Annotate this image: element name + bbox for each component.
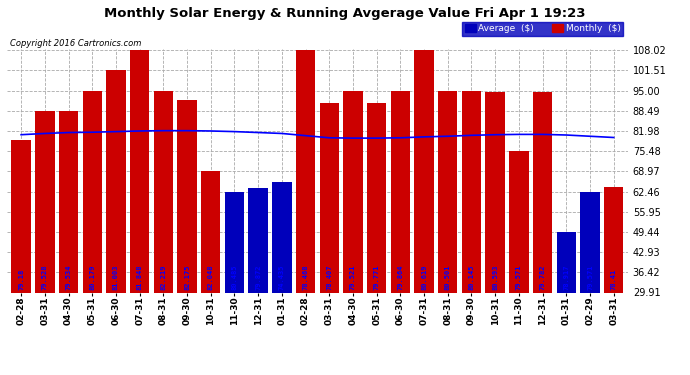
- Bar: [367, 103, 386, 292]
- Bar: [296, 50, 315, 292]
- Text: 79.782: 79.782: [540, 264, 546, 290]
- Bar: [533, 92, 552, 292]
- Text: 78.41: 78.41: [611, 269, 617, 290]
- Text: Monthly Solar Energy & Running Avgerage Value Fri Apr 1 19:23: Monthly Solar Energy & Running Avgerage …: [104, 8, 586, 21]
- Bar: [343, 91, 363, 292]
- Text: 78.917: 78.917: [563, 264, 569, 290]
- Text: 79.18: 79.18: [18, 269, 24, 290]
- Text: 78.407: 78.407: [326, 264, 333, 290]
- Bar: [83, 91, 102, 292]
- Bar: [12, 140, 31, 292]
- Bar: [557, 232, 576, 292]
- Text: 80.619: 80.619: [421, 264, 427, 290]
- Bar: [486, 92, 505, 292]
- Bar: [580, 192, 600, 292]
- Bar: [35, 111, 55, 292]
- Text: Copyright 2016 Cartronics.com: Copyright 2016 Cartronics.com: [10, 39, 141, 48]
- Text: 80.485: 80.485: [231, 264, 237, 290]
- Text: 79.872: 79.872: [255, 264, 261, 290]
- Text: 79.521: 79.521: [350, 264, 356, 290]
- Bar: [414, 50, 434, 292]
- Bar: [154, 91, 173, 292]
- Bar: [272, 182, 292, 292]
- Text: 81.003: 81.003: [113, 264, 119, 290]
- Text: 79.864: 79.864: [397, 264, 404, 290]
- Text: 79.534: 79.534: [66, 264, 72, 290]
- Bar: [59, 111, 78, 292]
- Text: 78.468: 78.468: [302, 264, 308, 290]
- Text: 82.048: 82.048: [208, 264, 214, 290]
- Text: 80.145: 80.145: [469, 264, 475, 290]
- Bar: [391, 91, 410, 292]
- Bar: [604, 187, 623, 292]
- Bar: [177, 100, 197, 292]
- Bar: [130, 50, 149, 292]
- Text: 74.435: 74.435: [279, 264, 285, 290]
- Bar: [509, 151, 529, 292]
- Text: 82.219: 82.219: [160, 264, 166, 290]
- Text: 79.571: 79.571: [587, 264, 593, 290]
- Text: 80.501: 80.501: [445, 264, 451, 290]
- Text: 80.179: 80.179: [89, 264, 95, 290]
- Bar: [225, 192, 244, 292]
- Bar: [201, 171, 221, 292]
- Text: 80.593: 80.593: [492, 264, 498, 290]
- Bar: [438, 91, 457, 292]
- Bar: [462, 91, 481, 292]
- Text: 81.848: 81.848: [137, 264, 143, 290]
- Bar: [319, 103, 339, 292]
- Text: 79.528: 79.528: [42, 264, 48, 290]
- Text: 79.771: 79.771: [374, 264, 380, 290]
- Bar: [106, 70, 126, 292]
- Legend: Average  ($), Monthly  ($): Average ($), Monthly ($): [462, 22, 623, 36]
- Text: 79.571: 79.571: [516, 264, 522, 290]
- Text: 82.175: 82.175: [184, 264, 190, 290]
- Bar: [248, 188, 268, 292]
